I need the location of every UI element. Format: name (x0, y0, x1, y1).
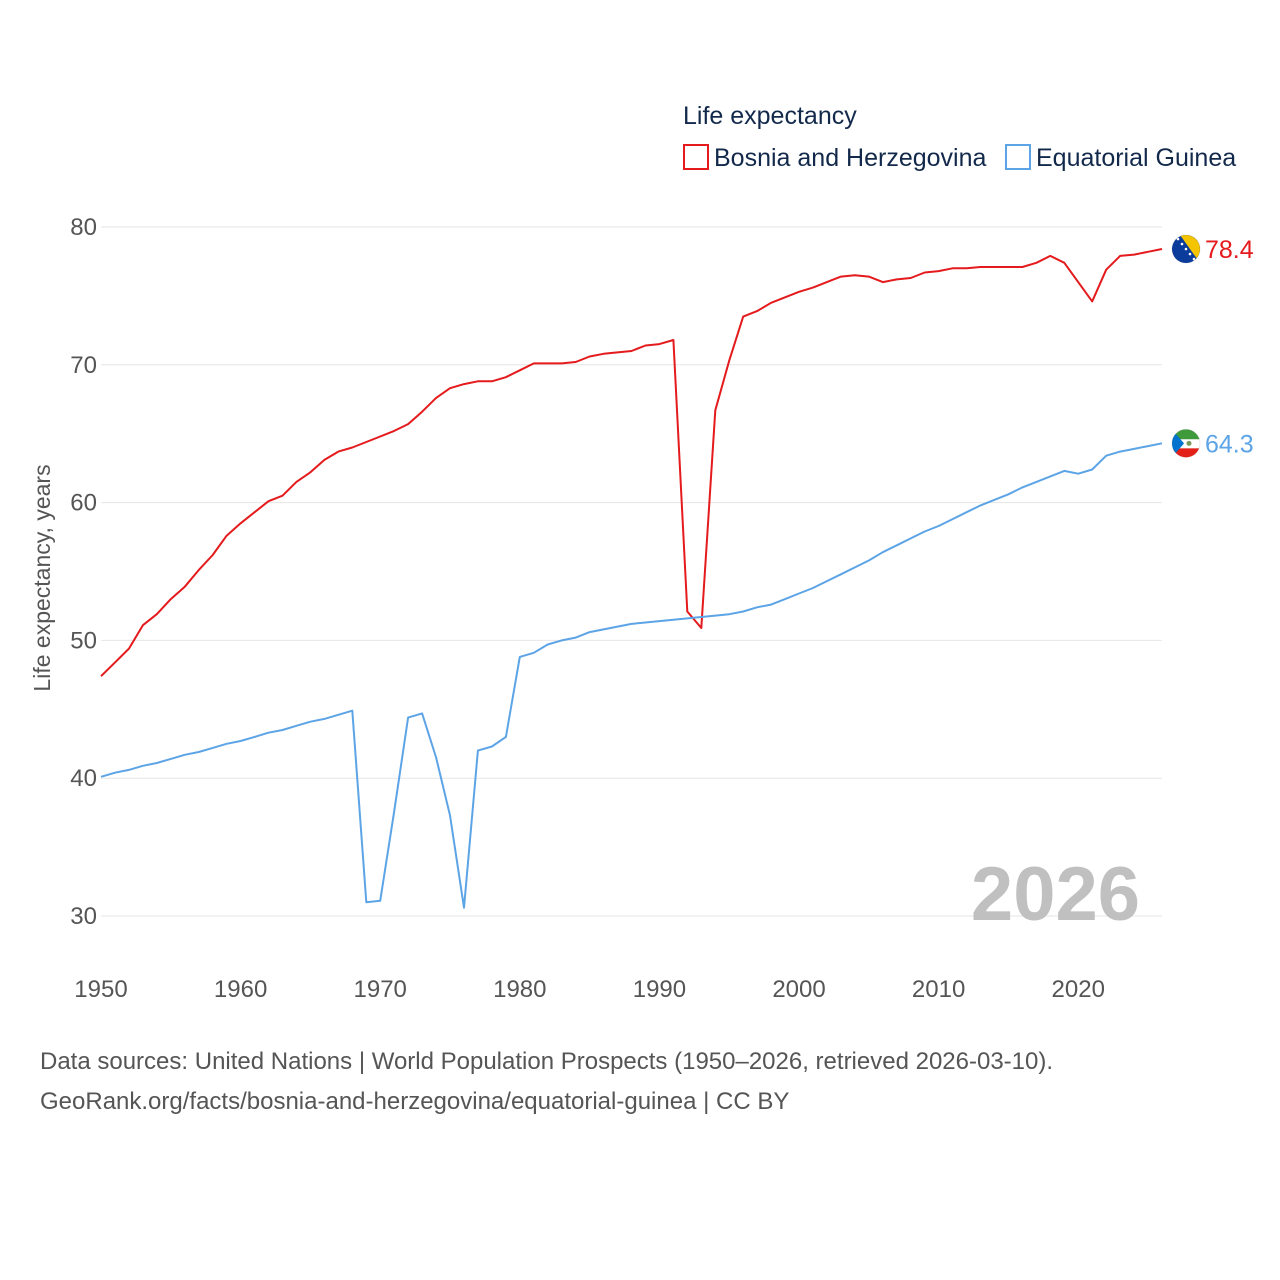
y-axis-title: Life expectancy, years (29, 464, 55, 691)
x-tick-label: 1950 (74, 976, 127, 1003)
y-tick-label: 50 (70, 627, 97, 654)
attribution: GeoRank.org/facts/bosnia-and-herzegovina… (40, 1088, 790, 1115)
legend-label-bosnia: Bosnia and Herzegovina (714, 144, 986, 172)
y-tick-label: 60 (70, 490, 97, 517)
series-lines (100, 248, 1163, 909)
legend-swatch-equatorial-guinea (1005, 144, 1031, 170)
y-tick-label: 80 (70, 214, 97, 241)
footer: Data sources: United Nations | World Pop… (40, 1042, 1053, 1122)
series-line-bosnia (100, 248, 1163, 677)
end-value-label: 78.4 (1205, 236, 1254, 264)
x-tick-label: 1970 (354, 976, 407, 1003)
grid-lines (101, 226, 1162, 917)
year-stamp: 2026 (971, 852, 1140, 937)
bosnia-and-herzegovina-flag-icon (1171, 234, 1201, 264)
y-axis-ticks: 80 70 60 50 40 30 (70, 214, 97, 930)
series-line-equatorial-guinea (100, 442, 1163, 909)
x-tick-label: 2000 (772, 976, 825, 1003)
x-tick-label: 1990 (633, 976, 686, 1003)
legend-item-bosnia[interactable]: Bosnia and Herzegovina (683, 144, 986, 172)
legend: Life expectancy Bosnia and Herzegovina E… (683, 102, 1236, 172)
x-tick-label: 1960 (214, 976, 267, 1003)
legend-swatch-bosnia (683, 144, 709, 170)
series-end-labels: 78.4 64.3 (1171, 234, 1254, 458)
life-expectancy-chart: 80 70 60 50 40 30 1950 1960 1970 1980 1990 2000 201… (29, 102, 1254, 1003)
y-tick-label: 40 (70, 765, 97, 792)
x-tick-label: 2020 (1052, 976, 1105, 1003)
end-value-label: 64.3 (1205, 430, 1254, 458)
legend-item-equatorial-guinea[interactable]: Equatorial Guinea (1005, 144, 1236, 172)
y-tick-label: 30 (70, 903, 97, 930)
data-sources: Data sources: United Nations | World Pop… (40, 1048, 1054, 1075)
y-tick-label: 70 (70, 352, 97, 379)
x-axis-ticks: 1950 1960 1970 1980 1990 2000 2010 2020 (74, 976, 1105, 1003)
legend-title: Life expectancy (683, 102, 857, 130)
legend-label-equatorial-guinea: Equatorial Guinea (1036, 144, 1236, 172)
x-tick-label: 2010 (912, 976, 965, 1003)
equatorial-guinea-flag-icon (1171, 428, 1201, 458)
x-tick-label: 1980 (493, 976, 546, 1003)
